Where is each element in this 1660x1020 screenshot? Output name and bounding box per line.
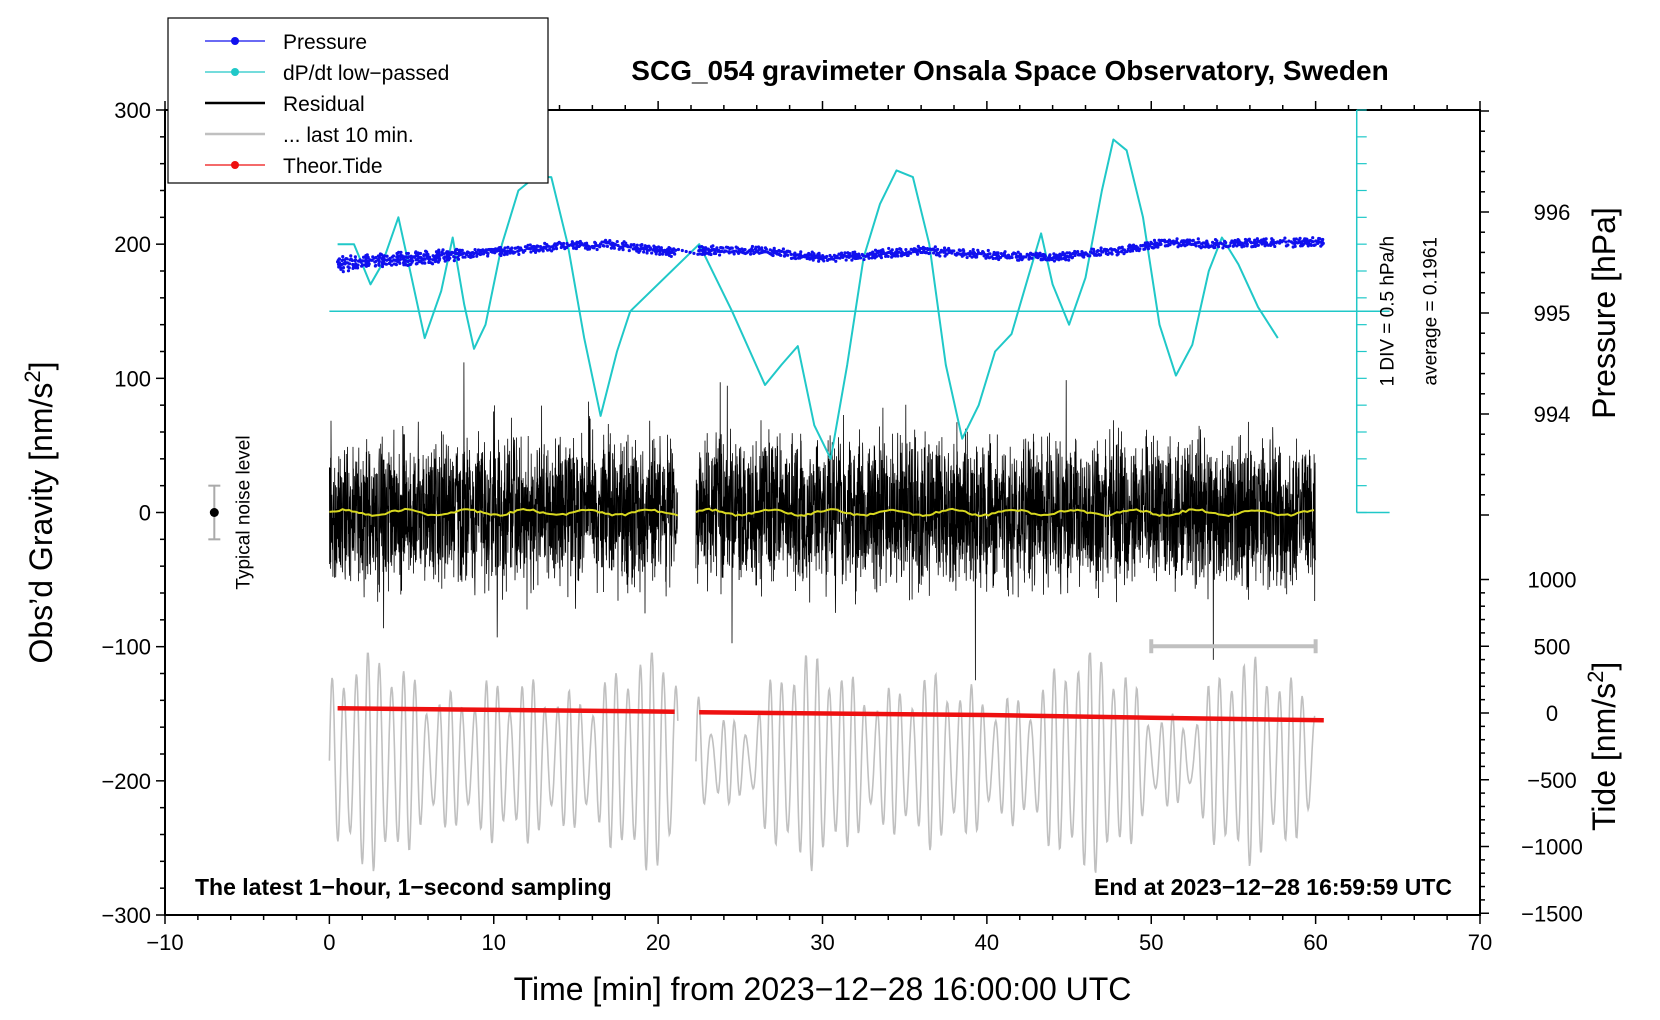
pressure-tick-label: 995 xyxy=(1534,301,1571,326)
tide-tick-label: 1000 xyxy=(1528,568,1577,593)
y-tick-label: −100 xyxy=(101,635,151,660)
x-tick-label: 0 xyxy=(323,930,335,955)
pressure-tick-label: 996 xyxy=(1534,200,1571,225)
x-tick-label: 70 xyxy=(1468,930,1492,955)
y-tick-label: 0 xyxy=(139,501,151,526)
scale-bar-label: 1 DIV = 0.5 hPa/h xyxy=(1378,236,1399,387)
footer-right: End at 2023−12−28 16:59:59 UTC xyxy=(1094,874,1452,900)
x-tick-label: 10 xyxy=(482,930,506,955)
average-label: average = 0.1961 xyxy=(1421,237,1442,385)
x-axis-title: Time [min] from 2023−12−28 16:00:00 UTC xyxy=(514,971,1132,1007)
tide-axis-title-close: ] xyxy=(1586,662,1622,671)
legend-item-label: ... last 10 min. xyxy=(283,124,414,147)
residual-smoothed-segment-1 xyxy=(695,507,1315,518)
series-theor-tide-segment-1 xyxy=(699,710,1324,723)
footer-left: The latest 1−hour, 1−second sampling xyxy=(195,874,612,900)
noise-label: Typical noise level xyxy=(233,435,254,589)
tide-axis-title-sup: 2 xyxy=(1583,671,1608,683)
legend-item-label: Pressure xyxy=(283,31,367,54)
y-axis-title-sup: 2 xyxy=(20,370,45,382)
series-residual-segment-0 xyxy=(328,362,679,638)
tide-tick-label: −1500 xyxy=(1521,901,1583,926)
legend-swatch-marker xyxy=(231,37,239,45)
y-axis-title-close: ] xyxy=(23,361,59,370)
tide-tick-label: 500 xyxy=(1534,634,1571,659)
x-tick-label: 50 xyxy=(1139,930,1163,955)
series-last-10-min-segment-0 xyxy=(328,652,679,872)
legend-box xyxy=(167,17,549,184)
x-tick-label: 20 xyxy=(646,930,670,955)
legend-item-label: Theor.Tide xyxy=(283,155,383,178)
tide-tick-label: −1000 xyxy=(1521,835,1583,860)
pressure-tick-label: 994 xyxy=(1534,402,1571,427)
series-last-10-min-segment-1 xyxy=(695,652,1316,873)
y-axis-title: Obs’d Gravity [nm/s2] xyxy=(20,361,59,663)
tide-axis-title-main: Tide [nm/s xyxy=(1586,683,1622,831)
legend-item-label: Residual xyxy=(283,93,365,116)
series-pressure xyxy=(336,232,1326,274)
y-axis-title-main: Obs’d Gravity [nm/s xyxy=(23,383,59,664)
noise-dot xyxy=(209,508,219,517)
tide-axis-title: Tide [nm/s2] xyxy=(1583,662,1622,831)
x-tick-label: 40 xyxy=(975,930,999,955)
legend-item-label: dP/dt low−passed xyxy=(283,62,449,85)
legend-swatch-marker xyxy=(231,161,239,169)
series-theor-tide-segment-0 xyxy=(337,706,675,714)
y-tick-label: 300 xyxy=(114,98,151,123)
y-tick-label: −200 xyxy=(101,769,151,794)
y-tick-label: −300 xyxy=(101,903,151,928)
legend-swatch-marker xyxy=(231,68,239,76)
x-tick-label: −10 xyxy=(146,930,183,955)
tide-tick-label: −500 xyxy=(1527,768,1577,793)
tide-tick-label: 0 xyxy=(1546,701,1558,726)
y-tick-label: 100 xyxy=(114,366,151,391)
residual-smoothed-segment-0 xyxy=(329,507,679,517)
x-tick-label: 60 xyxy=(1303,930,1327,955)
pressure-axis-title: Pressure [hPa] xyxy=(1586,207,1622,419)
x-tick-label: 30 xyxy=(810,930,834,955)
y-tick-label: 200 xyxy=(114,232,151,257)
chart-title: SCG_054 gravimeter Onsala Space Observat… xyxy=(631,55,1388,86)
